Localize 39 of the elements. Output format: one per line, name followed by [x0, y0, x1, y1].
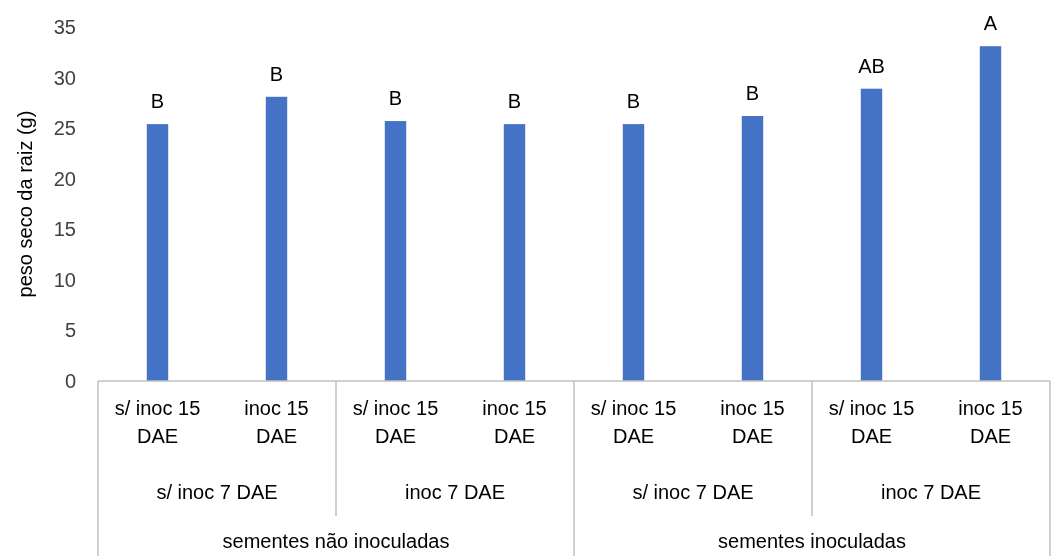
bar: [860, 88, 883, 381]
data-label: B: [150, 90, 165, 113]
y-tick-label: 30: [53, 66, 76, 89]
data-label: B: [626, 90, 641, 113]
bar: [741, 116, 764, 381]
y-tick-label: 10: [53, 268, 76, 291]
x-tick-label: s/ inoc 15 DAE: [828, 397, 915, 447]
data-label: A: [983, 12, 998, 35]
data-label: B: [388, 87, 403, 110]
x-tick-label: s/ inoc 15 DAE: [590, 397, 677, 447]
text: sementes não inoculadas: [222, 530, 450, 552]
y-tick-label: 35: [53, 16, 76, 38]
data-label: B: [269, 62, 284, 85]
x-tick-label: inoc 15 DAE: [720, 397, 785, 447]
data-label: AB: [858, 54, 885, 77]
y-tick-label: 5: [64, 319, 76, 342]
x-tick-label: inoc 15 DAE: [244, 397, 309, 447]
y-tick-label: 25: [53, 117, 76, 140]
y-tick-label: 20: [53, 167, 76, 190]
x-tick-label: s/ inoc 15 DAE: [114, 397, 201, 447]
bar: [265, 96, 288, 381]
y-tick-label: 15: [53, 218, 76, 241]
text: inoc 7 DAE: [880, 481, 982, 503]
bar: [384, 121, 407, 381]
text: s/ inoc 7 DAE: [632, 481, 754, 503]
bar: [503, 124, 526, 381]
data-label: B: [745, 82, 760, 105]
text: s/ inoc 7 DAE: [156, 481, 278, 503]
bar: [979, 46, 1002, 381]
y-tick-label: 0: [64, 370, 76, 392]
data-label: B: [507, 90, 522, 113]
bar: [146, 124, 169, 381]
y-axis-title: peso seco da raiz (g): [14, 110, 36, 298]
text: inoc 7 DAE: [404, 481, 506, 503]
text: sementes inoculadas: [718, 530, 906, 552]
x-tick-label: inoc 15 DAE: [482, 397, 547, 447]
bar: [622, 124, 645, 381]
x-tick-label: s/ inoc 15 DAE: [352, 397, 439, 447]
x-tick-label: inoc 15 DAE: [958, 397, 1023, 447]
